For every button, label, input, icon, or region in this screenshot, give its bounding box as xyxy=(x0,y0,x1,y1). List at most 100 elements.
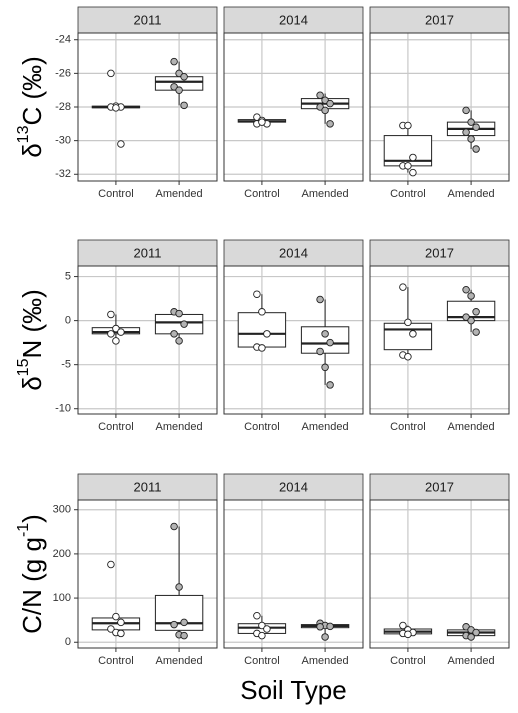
point xyxy=(117,328,125,336)
y-tick-label: -28 xyxy=(55,101,71,113)
x-tick-label: Control xyxy=(98,655,133,667)
panel-border xyxy=(223,265,364,415)
y-axis-label-part: δ xyxy=(17,376,47,390)
x-tick-label: Control xyxy=(390,655,425,667)
x-axis-label: Soil Type xyxy=(240,675,346,705)
y-axis-label-part: C/N (g g xyxy=(17,537,47,634)
y-axis-label-part: C (‰) xyxy=(17,56,47,125)
strip xyxy=(77,473,218,501)
point xyxy=(170,83,178,91)
x-tick-label: Amended xyxy=(156,421,203,433)
point xyxy=(326,381,334,389)
y-axis-label-part: δ xyxy=(17,143,47,157)
strip xyxy=(369,473,510,501)
point xyxy=(462,106,470,115)
strip-label: 2014 xyxy=(279,245,308,260)
y-axis-label-part: N (‰) xyxy=(17,289,47,358)
point xyxy=(316,91,324,99)
y-tick-label: 200 xyxy=(53,548,71,560)
point xyxy=(472,328,480,336)
point xyxy=(180,101,188,110)
y-tick-label: 0 xyxy=(65,315,71,327)
point xyxy=(316,623,324,631)
x-tick-label: Amended xyxy=(448,655,495,667)
point xyxy=(258,631,266,640)
point xyxy=(316,347,324,356)
point xyxy=(467,633,475,641)
point xyxy=(107,330,115,338)
strip-label: 2017 xyxy=(425,245,454,260)
point xyxy=(404,162,412,170)
strip-label: 2011 xyxy=(134,479,162,494)
point xyxy=(263,625,271,633)
y-axis-label: δ13C (‰) xyxy=(15,56,47,158)
y-tick-label: -10 xyxy=(55,403,71,415)
box xyxy=(154,313,204,335)
point xyxy=(326,99,334,108)
point xyxy=(409,168,417,177)
x-tick-label: Control xyxy=(390,421,425,433)
point xyxy=(117,629,125,638)
y-tick-label: -30 xyxy=(55,135,71,147)
y-tick-label: 300 xyxy=(53,504,71,516)
x-tick-label: Amended xyxy=(156,188,203,200)
y-axis-label-superscript: -1 xyxy=(15,523,32,537)
point xyxy=(180,72,188,81)
panel-border xyxy=(369,32,510,182)
x-tick-label: Amended xyxy=(156,655,203,667)
y-tick-label: -5 xyxy=(61,359,71,371)
point xyxy=(175,337,183,345)
point xyxy=(326,120,334,128)
point xyxy=(321,106,329,115)
point xyxy=(117,140,125,148)
x-tick-label: Amended xyxy=(302,421,349,433)
panel-border xyxy=(77,265,218,415)
point xyxy=(258,308,266,316)
point xyxy=(170,57,178,66)
point xyxy=(175,583,183,591)
point xyxy=(180,320,188,328)
strip xyxy=(77,239,218,267)
point xyxy=(170,330,178,338)
point xyxy=(175,309,183,318)
point xyxy=(399,283,407,291)
x-tick-label: Control xyxy=(244,421,279,433)
point xyxy=(117,618,125,627)
panel xyxy=(78,266,217,414)
point xyxy=(316,295,324,304)
point xyxy=(170,522,178,531)
point xyxy=(404,318,412,327)
strip xyxy=(223,239,364,267)
panel-border xyxy=(77,499,218,649)
y-axis-label-superscript: 15 xyxy=(15,358,32,376)
box xyxy=(383,322,433,351)
panel-border xyxy=(223,32,364,182)
strip xyxy=(223,473,364,501)
point xyxy=(462,313,470,321)
point xyxy=(316,103,324,111)
strip-label: 2014 xyxy=(279,12,308,27)
y-axis-label-part: ) xyxy=(17,514,47,523)
point xyxy=(404,352,412,361)
point xyxy=(472,145,480,153)
point xyxy=(321,96,329,105)
y-tick-label: 0 xyxy=(65,636,71,648)
y-tick-label: -26 xyxy=(55,67,71,79)
x-tick-label: Control xyxy=(98,421,133,433)
panel-border xyxy=(369,265,510,415)
y-axis-label: C/N (g g-1) xyxy=(15,514,47,634)
x-tick-label: Control xyxy=(390,188,425,200)
point xyxy=(321,363,329,372)
point xyxy=(112,104,120,112)
point xyxy=(462,286,470,294)
x-tick-label: Control xyxy=(244,188,279,200)
y-axis-label: δ15N (‰) xyxy=(15,289,47,391)
point xyxy=(258,344,266,352)
y-tick-label: -24 xyxy=(55,34,71,46)
point xyxy=(175,86,183,94)
point xyxy=(253,290,261,298)
x-tick-label: Control xyxy=(244,655,279,667)
point xyxy=(326,622,334,631)
strip xyxy=(77,6,218,34)
